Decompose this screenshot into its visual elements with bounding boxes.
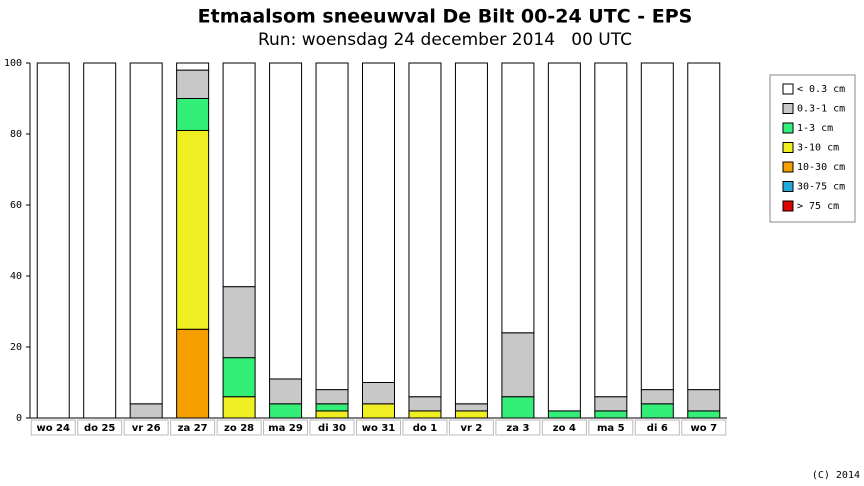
legend-label: 30-75 cm <box>797 182 845 193</box>
bar-segment <box>176 98 210 131</box>
x-tick-box <box>448 419 494 436</box>
bar-segment <box>640 389 674 405</box>
x-tick-label: ma 5 <box>597 423 625 434</box>
y-tick-label: 100 <box>4 58 22 69</box>
legend-swatch <box>782 83 794 95</box>
chart-subtitle: Run: woensdag 24 december 2014 00 UTC <box>258 30 632 50</box>
x-tick-label: zo 28 <box>224 423 254 434</box>
x-tick-label: zo 4 <box>553 423 576 434</box>
x-tick-box <box>588 419 634 436</box>
bar-segment <box>222 357 256 398</box>
x-tick-box <box>541 419 587 436</box>
bar-segment <box>454 403 488 412</box>
bar-segment <box>362 403 395 419</box>
x-tick-label: do 25 <box>84 423 115 434</box>
legend-swatch <box>782 161 794 173</box>
bar-segment <box>640 62 674 391</box>
legend-swatch <box>782 200 794 212</box>
legend-swatch <box>782 122 794 134</box>
x-tick-label: wo 24 <box>36 423 70 434</box>
bar-segment <box>408 396 442 412</box>
bar-segment <box>176 129 210 330</box>
bar-segment <box>501 332 535 398</box>
bar-segment <box>176 328 210 419</box>
x-tick-label: vr 2 <box>460 423 482 434</box>
bar-segment <box>594 396 628 412</box>
bar-segment <box>687 410 721 419</box>
y-tick-label: 0 <box>16 413 22 424</box>
chart-title: Etmaalsom sneeuwval De Bilt 00-24 UTC - … <box>198 6 693 28</box>
y-tick-label: 80 <box>10 129 22 140</box>
x-tick-label: ma 29 <box>268 423 303 434</box>
bar-segment <box>222 286 256 359</box>
bar-segment <box>315 403 349 412</box>
x-tick-box <box>309 419 355 436</box>
legend-label: 3-10 cm <box>797 143 839 154</box>
x-tick-box <box>263 419 309 436</box>
legend-swatch <box>782 181 794 192</box>
x-tick-label: za 27 <box>178 423 208 434</box>
bar-segment <box>454 62 488 405</box>
bar-segment <box>315 410 349 419</box>
x-tick-box <box>495 419 541 436</box>
bar-segment <box>594 62 628 398</box>
bar-segment <box>315 62 349 391</box>
bar-segment <box>222 396 256 419</box>
bar-segment <box>687 389 721 412</box>
bar-segment <box>362 62 395 383</box>
bar-segment <box>83 62 117 419</box>
bar-segment <box>176 69 210 99</box>
legend-swatch <box>782 142 794 153</box>
bar-segment <box>687 62 721 391</box>
x-tick-box <box>402 419 448 436</box>
bar-segment <box>269 62 303 380</box>
x-tick-box <box>681 419 727 436</box>
x-tick-box <box>123 419 169 436</box>
legend-label: 0.3-1 cm <box>797 104 845 115</box>
x-tick-box <box>30 419 76 436</box>
x-tick-label: wo 31 <box>362 423 396 434</box>
bar-segment <box>501 396 535 419</box>
x-tick-label: di 6 <box>647 423 668 434</box>
bar-segment <box>547 62 581 412</box>
bar-segment <box>269 378 303 405</box>
x-tick-label: do 1 <box>413 423 438 434</box>
bar-segment <box>129 62 163 405</box>
bar-segment <box>362 382 395 405</box>
x-tick-label: vr 26 <box>132 423 161 434</box>
bar-segment <box>594 410 628 419</box>
bar-segment <box>454 410 488 419</box>
bar-segment <box>129 403 163 419</box>
y-tick-label: 60 <box>10 200 22 211</box>
x-tick-label: za 3 <box>506 423 529 434</box>
bar-segment <box>408 62 442 398</box>
bar-segment <box>269 403 303 419</box>
legend-label: < 0.3 cm <box>797 84 845 95</box>
footer: (C) 2014 <box>812 470 860 481</box>
x-tick-box <box>77 419 123 436</box>
bar-segment <box>408 410 442 419</box>
x-tick-label: di 30 <box>318 423 346 434</box>
x-tick-box <box>356 419 401 436</box>
bar-segment <box>315 389 349 405</box>
y-tick-label: 20 <box>10 342 22 353</box>
bar-segment <box>176 62 210 71</box>
bar-segment <box>222 62 256 288</box>
bar-segment <box>547 410 581 419</box>
bar-segment <box>640 403 674 419</box>
y-tick-label: 40 <box>10 271 22 282</box>
legend-swatch <box>782 103 794 114</box>
x-tick-box <box>634 419 680 436</box>
x-tick-label: wo 7 <box>690 423 717 434</box>
x-tick-box <box>216 419 262 436</box>
x-tick-box <box>170 419 216 436</box>
bar-segment <box>501 62 535 334</box>
bar-segment <box>36 62 70 419</box>
legend-label: 1-3 cm <box>797 123 833 134</box>
legend-label: > 75 cm <box>797 201 839 212</box>
legend-label: 10-30 cm <box>797 162 845 173</box>
